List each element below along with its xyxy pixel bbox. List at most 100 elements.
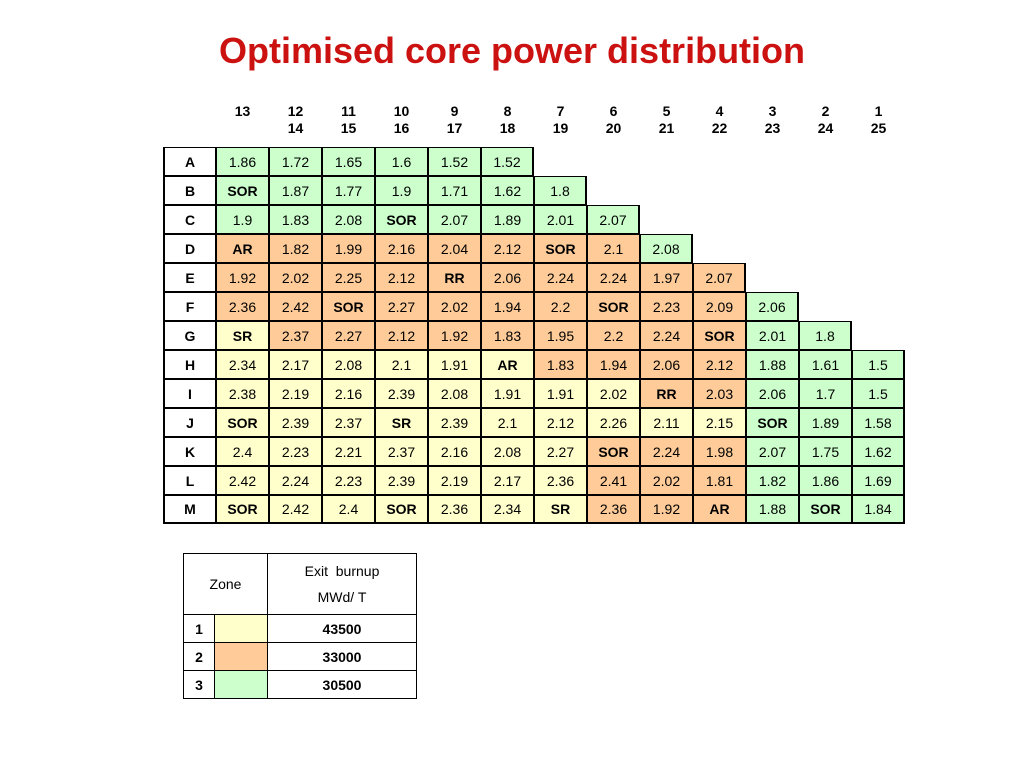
power-value-cell: 2.42 bbox=[216, 466, 269, 495]
power-value-cell: 2.06 bbox=[746, 292, 799, 321]
power-value-cell: 1.8 bbox=[799, 321, 852, 350]
column-header: 1 25 bbox=[852, 103, 905, 137]
power-value-cell: 2.02 bbox=[640, 466, 693, 495]
column-header: 10 16 bbox=[375, 103, 428, 137]
power-value-cell: 2.23 bbox=[640, 292, 693, 321]
power-value-cell: 1.62 bbox=[481, 176, 534, 205]
control-rod-cell: SOR bbox=[216, 176, 269, 205]
power-value-cell: 2.27 bbox=[534, 437, 587, 466]
column-header-top: 13 bbox=[234, 103, 251, 119]
legend-row: 2 33000 bbox=[183, 642, 417, 671]
column-header-bottom: 22 bbox=[711, 120, 728, 136]
power-value-cell: 2.25 bbox=[322, 263, 375, 292]
column-header-top: 8 bbox=[503, 103, 512, 119]
power-value-cell: 1.5 bbox=[852, 379, 905, 408]
grid-row: I 2.38 2.19 2.16 2.39 2.08 1.91 1.91 2.02 RR 2.03 2… bbox=[163, 379, 905, 408]
power-value-cell: 2.11 bbox=[640, 408, 693, 437]
power-value-cell: 1.87 bbox=[269, 176, 322, 205]
row-label: F bbox=[163, 292, 216, 321]
power-value-cell: 2.34 bbox=[216, 350, 269, 379]
power-value-cell: 1.91 bbox=[534, 379, 587, 408]
column-header: 3 23 bbox=[746, 103, 799, 137]
column-header-top: 3 bbox=[768, 103, 777, 119]
row-label: B bbox=[163, 176, 216, 205]
power-value-cell: 2.04 bbox=[428, 234, 481, 263]
power-value-cell: 2.4 bbox=[216, 437, 269, 466]
power-value-cell: 2.16 bbox=[375, 234, 428, 263]
grid-row: M SOR 2.42 2.4 SOR 2.36 2.34 SR 2.36 1.92 AR 1.88 SO… bbox=[163, 495, 905, 524]
power-value-cell: 2.36 bbox=[534, 466, 587, 495]
control-rod-cell: AR bbox=[693, 495, 746, 524]
power-value-cell: 2.06 bbox=[746, 379, 799, 408]
power-value-cell: 1.81 bbox=[693, 466, 746, 495]
column-header: 5 21 bbox=[640, 103, 693, 137]
grid-row: H 2.34 2.17 2.08 2.1 1.91 AR 1.83 1.94 2.06 2.12 1.… bbox=[163, 350, 905, 379]
row-label: J bbox=[163, 408, 216, 437]
power-value-cell: 2.24 bbox=[269, 466, 322, 495]
column-header-bottom: 15 bbox=[340, 120, 357, 136]
power-value-cell: 2.38 bbox=[216, 379, 269, 408]
legend-zone-number: 3 bbox=[183, 670, 215, 699]
power-value-cell: 1.98 bbox=[693, 437, 746, 466]
power-value-cell: 2.27 bbox=[322, 321, 375, 350]
column-header-bottom: 16 bbox=[393, 120, 410, 136]
power-value-cell: 2.21 bbox=[322, 437, 375, 466]
power-value-cell: 2.07 bbox=[587, 205, 640, 234]
column-header-bottom: 23 bbox=[764, 120, 781, 136]
power-value-cell: 2.16 bbox=[322, 379, 375, 408]
burnup-header-line2: MWd/ T bbox=[317, 589, 367, 605]
power-value-cell: 2.12 bbox=[534, 408, 587, 437]
power-value-cell: 1.92 bbox=[640, 495, 693, 524]
column-header-top: 1 bbox=[874, 103, 883, 119]
column-header-top: 6 bbox=[609, 103, 618, 119]
power-value-cell: 2.24 bbox=[587, 263, 640, 292]
power-value-cell: 2.06 bbox=[640, 350, 693, 379]
power-value-cell: 1.52 bbox=[481, 147, 534, 176]
power-value-cell: 2.39 bbox=[428, 408, 481, 437]
row-label: C bbox=[163, 205, 216, 234]
column-header-bottom: 14 bbox=[287, 120, 304, 136]
control-rod-cell: SOR bbox=[375, 495, 428, 524]
power-value-cell: 2.19 bbox=[269, 379, 322, 408]
power-value-cell: 2.17 bbox=[269, 350, 322, 379]
row-label: A bbox=[163, 147, 216, 176]
column-header-top: 11 bbox=[341, 103, 356, 119]
power-value-cell: 1.61 bbox=[799, 350, 852, 379]
column-header-top: 2 bbox=[821, 103, 830, 119]
control-rod-cell: RR bbox=[640, 379, 693, 408]
power-value-cell: 1.84 bbox=[852, 495, 905, 524]
legend-zone-swatch bbox=[214, 642, 268, 671]
power-value-cell: 2.1 bbox=[481, 408, 534, 437]
legend-zone-swatch bbox=[214, 614, 268, 643]
power-value-cell: 1.97 bbox=[640, 263, 693, 292]
power-value-cell: 2.36 bbox=[587, 495, 640, 524]
power-value-cell: 2.12 bbox=[693, 350, 746, 379]
control-rod-cell: SOR bbox=[216, 408, 269, 437]
power-value-cell: 2.01 bbox=[746, 321, 799, 350]
page-title: Optimised core power distribution bbox=[218, 30, 806, 71]
power-value-cell: 1.91 bbox=[428, 350, 481, 379]
power-value-cell: 1.83 bbox=[481, 321, 534, 350]
power-value-cell: 2.24 bbox=[640, 437, 693, 466]
column-header: 4 22 bbox=[693, 103, 746, 137]
power-value-cell: 2.39 bbox=[269, 408, 322, 437]
power-value-cell: 1.71 bbox=[428, 176, 481, 205]
power-value-cell: 1.69 bbox=[852, 466, 905, 495]
power-value-cell: 2.36 bbox=[428, 495, 481, 524]
column-header-top: 4 bbox=[715, 103, 724, 119]
power-value-cell: 1.92 bbox=[216, 263, 269, 292]
column-header: 12 14 bbox=[269, 103, 322, 137]
power-value-cell: 2.17 bbox=[481, 466, 534, 495]
grid-row: B SOR 1.87 1.77 1.9 1.71 1.62 1.8 bbox=[163, 176, 587, 205]
power-value-cell: 2.2 bbox=[587, 321, 640, 350]
column-header-bottom: 24 bbox=[817, 120, 834, 136]
power-value-cell: 2.15 bbox=[693, 408, 746, 437]
column-header-bottom: 17 bbox=[446, 120, 463, 136]
column-header-top: 10 bbox=[393, 103, 410, 119]
grid-row: F 2.36 2.42 SOR 2.27 2.02 1.94 2.2 SOR 2.23 2.09 2.… bbox=[163, 292, 799, 321]
column-header-top: 9 bbox=[450, 103, 459, 119]
power-value-cell: 1.52 bbox=[428, 147, 481, 176]
power-value-cell: 2.37 bbox=[375, 437, 428, 466]
column-header-top: 12 bbox=[287, 103, 304, 119]
power-value-cell: 2.42 bbox=[269, 292, 322, 321]
